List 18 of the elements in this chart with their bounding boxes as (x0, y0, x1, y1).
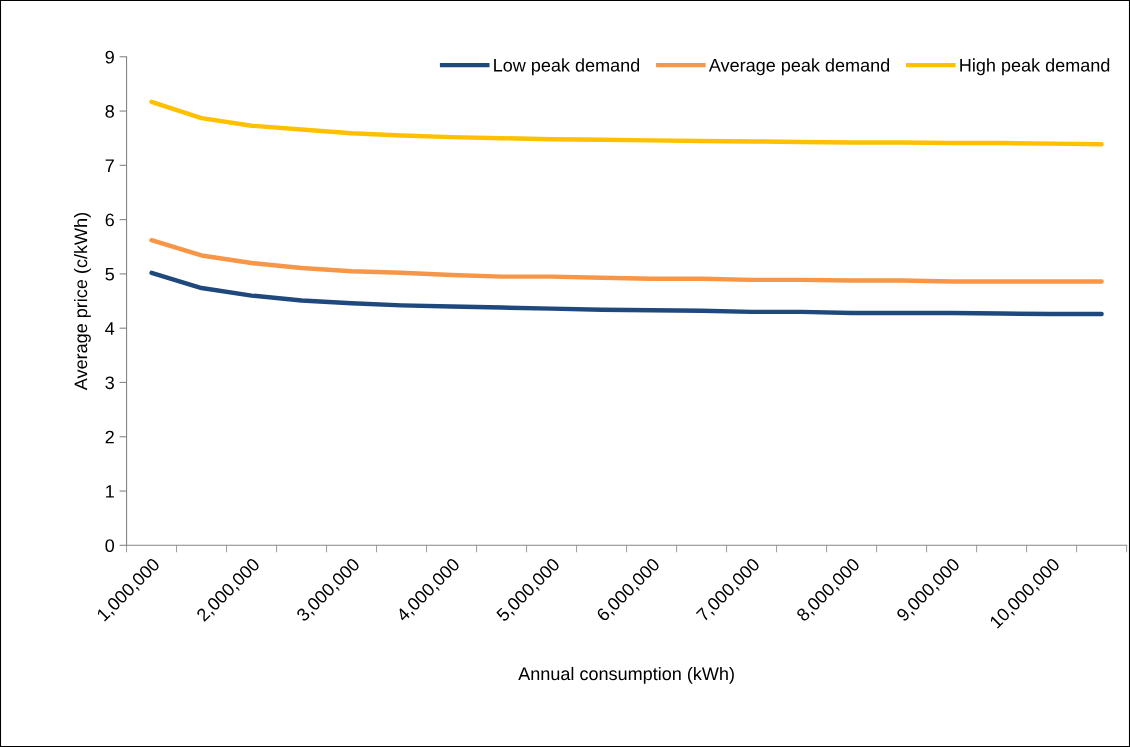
y-tick-label: 9 (105, 50, 114, 64)
y-tick-label: 2 (105, 430, 114, 444)
line-series (149, 238, 1104, 284)
y-tick-label: 5 (105, 268, 114, 281)
x-axis-title: Annual consumption (kWh) (518, 666, 734, 684)
legend-label: Average peak demand (708, 58, 890, 76)
y-tick-label: 7 (105, 159, 114, 172)
legend-label: High peak demand (960, 58, 1110, 76)
y-tick-label: 1 (106, 485, 114, 498)
y-tick-label: 4 (105, 322, 115, 335)
line-series (149, 99, 1104, 147)
y-axis-title: Average price (c/kWh) (73, 213, 91, 391)
y-tick-label: 0 (105, 539, 115, 553)
y-tick-label: 6 (105, 213, 114, 227)
y-tick-label: 3 (105, 376, 114, 390)
line-series (149, 270, 1104, 317)
y-tick-label: 8 (105, 104, 114, 118)
legend-label: Low peak demand (494, 58, 640, 76)
